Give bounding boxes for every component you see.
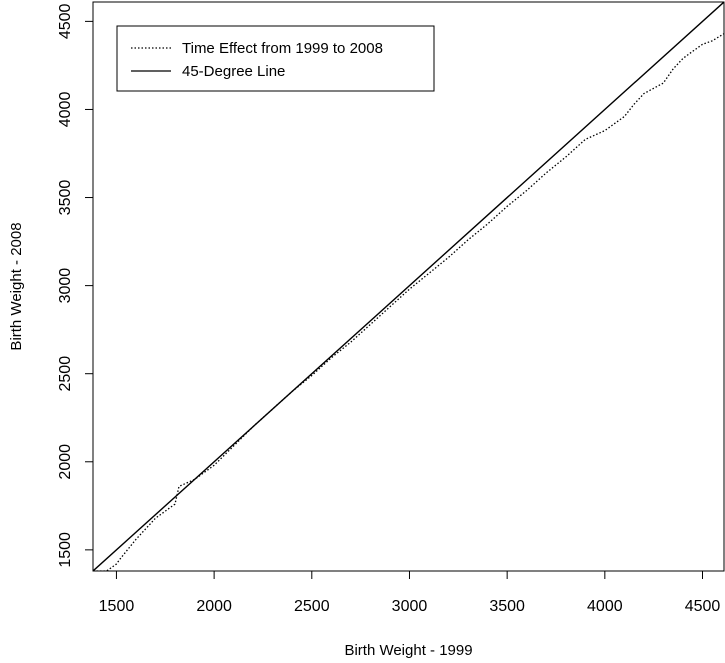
legend-label-time-effect: Time Effect from 1999 to 2008 (182, 40, 383, 57)
x-tick-label: 3000 (392, 598, 428, 615)
y-axis: 1500 2000 2500 3000 3500 4000 4500 (57, 3, 93, 568)
y-tick-label: 1500 (57, 532, 74, 568)
plot-area (93, 2, 724, 571)
x-tick-label: 4500 (685, 598, 721, 615)
x-tick-label: 4000 (587, 598, 623, 615)
x-tick-label: 2000 (196, 598, 232, 615)
series-line-time-effect (93, 33, 724, 571)
x-tick-label: 1500 (99, 598, 135, 615)
legend-label-45-degree: 45-Degree Line (182, 63, 285, 80)
x-tick-label: 3500 (489, 598, 525, 615)
x-tick-label: 2500 (294, 598, 330, 615)
y-tick-label: 4000 (57, 92, 74, 128)
series-line-45-degree (93, 2, 724, 571)
y-tick-label: 2500 (57, 356, 74, 392)
y-tick-label: 2000 (57, 444, 74, 480)
y-tick-label: 4500 (57, 3, 74, 39)
x-axis: 1500 2000 2500 3000 3500 4000 4500 (99, 571, 721, 615)
y-tick-label: 3500 (57, 180, 74, 216)
legend-box (116, 25, 435, 92)
plot-box (92, 1, 725, 572)
y-axis-title: Birth Weight - 2008 (8, 222, 25, 350)
y-tick-label: 3000 (57, 268, 74, 304)
x-axis-title: Birth Weight - 1999 (344, 642, 472, 659)
legend: Time Effect from 1999 to 2008 45-Degree … (116, 25, 435, 92)
